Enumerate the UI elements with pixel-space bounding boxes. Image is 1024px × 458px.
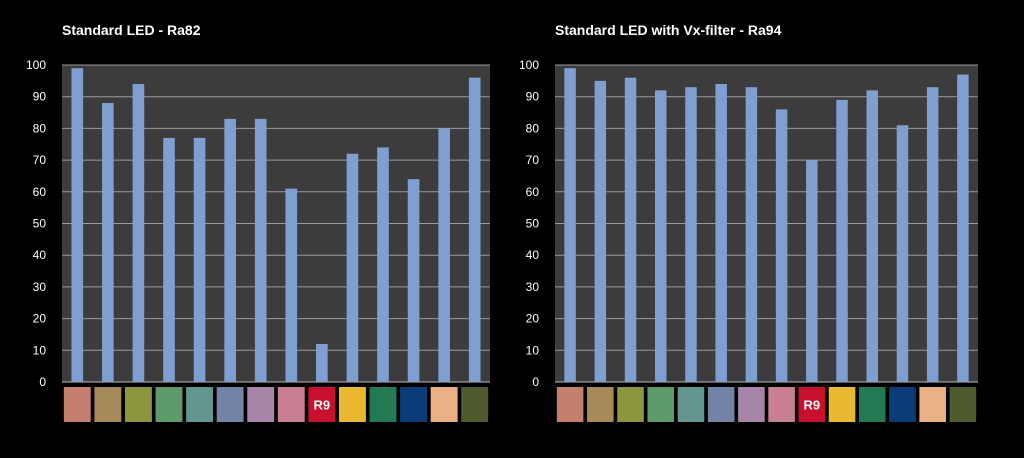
y-tick-label: 40 xyxy=(526,248,540,262)
y-tick-label: 10 xyxy=(33,343,47,357)
color-swatch xyxy=(617,387,644,422)
y-tick-label: 30 xyxy=(33,280,47,294)
bar xyxy=(715,84,727,383)
y-tick-label: 40 xyxy=(33,248,47,262)
y-tick-label: 80 xyxy=(526,121,540,135)
color-swatch xyxy=(369,387,397,422)
bar xyxy=(163,137,175,382)
bar xyxy=(685,87,697,382)
color-swatch xyxy=(707,387,735,422)
chart-title: Standard LED - Ra82 xyxy=(62,22,201,38)
color-swatch xyxy=(216,387,244,422)
bar xyxy=(316,343,328,382)
bar xyxy=(407,179,420,382)
y-tick-label: 50 xyxy=(33,217,47,231)
bar xyxy=(926,87,939,382)
bar xyxy=(836,99,848,383)
y-tick-label: 30 xyxy=(526,280,540,294)
color-swatch xyxy=(430,387,458,422)
color-swatch xyxy=(124,387,152,422)
color-swatch xyxy=(94,387,122,422)
bar xyxy=(193,137,206,382)
color-swatch xyxy=(186,387,214,422)
color-swatch xyxy=(919,387,946,422)
bar xyxy=(624,77,637,383)
color-swatch xyxy=(768,387,795,422)
swatch-label: R9 xyxy=(314,398,331,413)
bar xyxy=(866,90,878,383)
bar xyxy=(745,87,758,382)
bar xyxy=(957,74,969,382)
y-tick-label: 90 xyxy=(33,90,47,104)
y-tick-label: 70 xyxy=(33,153,47,167)
color-swatch xyxy=(63,387,91,422)
y-tick-label: 100 xyxy=(519,58,539,72)
bar xyxy=(438,128,450,382)
color-swatch xyxy=(647,387,675,422)
swatch-label: R9 xyxy=(804,398,821,413)
color-swatch xyxy=(247,387,275,422)
bar xyxy=(254,118,267,382)
y-tick-label: 0 xyxy=(39,375,46,389)
color-swatch xyxy=(400,387,428,422)
color-swatch xyxy=(738,387,765,422)
chart-panel: Standard LED with Vx-filter - Ra94 0 10 20 3… xyxy=(519,22,978,422)
y-tick-label: 50 xyxy=(526,217,540,231)
y-tick-label: 20 xyxy=(526,312,540,326)
color-swatch xyxy=(677,387,705,422)
color-swatch xyxy=(308,387,336,422)
color-swatch xyxy=(155,387,183,422)
bar xyxy=(896,125,909,382)
color-swatch xyxy=(277,387,305,422)
y-tick-label: 80 xyxy=(33,121,47,135)
color-swatch xyxy=(889,387,916,422)
color-swatch xyxy=(338,387,366,422)
y-tick-label: 70 xyxy=(526,153,540,167)
color-swatch xyxy=(949,387,977,422)
y-tick-label: 60 xyxy=(33,185,47,199)
color-swatch xyxy=(828,387,856,422)
bar xyxy=(285,188,298,382)
y-tick-label: 90 xyxy=(526,90,540,104)
bar xyxy=(564,68,576,383)
y-tick-label: 60 xyxy=(526,185,540,199)
bar xyxy=(71,68,84,383)
bar xyxy=(132,84,145,383)
bar xyxy=(102,103,114,382)
bar xyxy=(468,77,481,383)
color-swatch xyxy=(858,387,886,422)
y-tick-label: 10 xyxy=(526,343,540,357)
y-tick-label: 20 xyxy=(33,312,47,326)
y-tick-label: 100 xyxy=(26,58,46,72)
bar xyxy=(346,153,359,382)
color-swatch xyxy=(798,387,826,422)
bar xyxy=(224,118,236,382)
bar xyxy=(775,109,788,382)
bar xyxy=(594,80,607,382)
bar xyxy=(377,147,389,382)
bar xyxy=(655,90,667,383)
bar xyxy=(806,160,818,382)
color-swatch xyxy=(461,387,489,422)
chart-panel: Standard LED - Ra82 0 10 20 30 40 50 60 70 80 90 10… xyxy=(26,22,490,422)
chart-title: Standard LED with Vx-filter - Ra94 xyxy=(555,22,782,38)
color-swatch xyxy=(587,387,614,422)
color-swatch xyxy=(556,387,584,422)
y-tick-label: 0 xyxy=(532,375,539,389)
